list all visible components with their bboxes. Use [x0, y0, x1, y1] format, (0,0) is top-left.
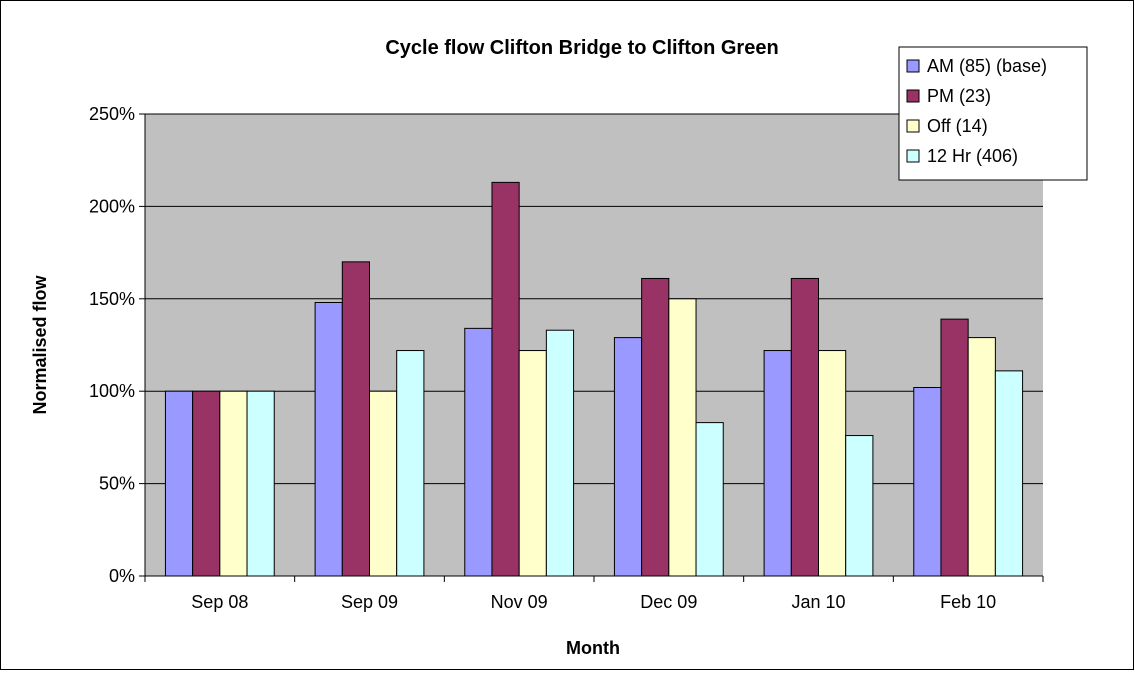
bar-pm-23-nov-09 [491, 181, 520, 577]
bar-off-14-sep-09 [369, 390, 398, 577]
bar-am-85-base-nov-09 [464, 327, 493, 577]
x-tick-label: Nov 09 [491, 592, 548, 612]
x-tick-label: Sep 09 [341, 592, 398, 612]
x-tick-label: Jan 10 [791, 592, 845, 612]
bar-12-hr-406-dec-09 [695, 422, 724, 577]
bar-pm-23-feb-10 [940, 318, 969, 577]
chart-title: Cycle flow Clifton Bridge to Clifton Gre… [385, 37, 778, 59]
bar-12-hr-406-jan-10 [845, 435, 874, 577]
x-tick-label: Sep 08 [191, 592, 248, 612]
bar-am-85-base-sep-09 [314, 301, 343, 577]
x-tick-label: Feb 10 [940, 592, 996, 612]
bar-off-14-dec-09 [668, 298, 697, 577]
bar-pm-23-dec-09 [641, 277, 670, 577]
bar-pm-23-jan-10 [790, 277, 819, 577]
x-axis-title: Month [566, 638, 620, 658]
legend-label: PM (23) [927, 86, 991, 106]
bar-off-14-nov-09 [518, 350, 547, 577]
y-tick-label: 200% [89, 196, 135, 216]
y-tick-label: 0% [109, 566, 135, 586]
axis-layer: 0% 50% 100% 150% 200% 250% Sep 08 Sep 09 Nov 09 D… [89, 104, 1044, 612]
x-tick-label: Dec 09 [640, 592, 697, 612]
bar-12-hr-406-sep-09 [396, 350, 425, 577]
y-axis-title: Normalised flow [30, 274, 50, 414]
legend: AM (85) (base) PM (23) Off (14) 12 Hr (406) [898, 46, 1088, 181]
legend-swatch [906, 149, 920, 163]
bar-am-85-base-sep-08 [164, 390, 194, 577]
plot-area [145, 114, 1043, 576]
bar-off-14-feb-10 [967, 337, 996, 577]
y-tick-label: 150% [89, 289, 135, 309]
y-tick-label: 250% [89, 104, 135, 124]
bar-off-14-sep-08 [219, 390, 248, 577]
legend-box [898, 46, 1088, 181]
legend-label: 12 Hr (406) [927, 146, 1018, 166]
y-tick-label: 100% [89, 381, 135, 401]
legend-label: Off (14) [927, 116, 988, 136]
bar-layer [164, 181, 1024, 577]
legend-swatch [906, 89, 920, 103]
bar-12-hr-406-feb-10 [994, 370, 1024, 577]
bar-off-14-jan-10 [818, 350, 847, 577]
legend-swatch [906, 119, 920, 133]
legend-label: AM (85) (base) [927, 56, 1047, 76]
bar-12-hr-406-nov-09 [545, 329, 575, 577]
bar-12-hr-406-sep-08 [246, 390, 275, 577]
bar-am-85-base-feb-10 [913, 387, 942, 577]
grid-layer [145, 113, 1043, 485]
bar-am-85-base-dec-09 [613, 337, 643, 577]
legend-swatch [906, 59, 920, 73]
y-tick-label: 50% [99, 474, 135, 494]
bar-pm-23-sep-09 [341, 261, 370, 577]
bar-pm-23-sep-08 [192, 390, 221, 577]
bar-am-85-base-jan-10 [763, 350, 792, 577]
